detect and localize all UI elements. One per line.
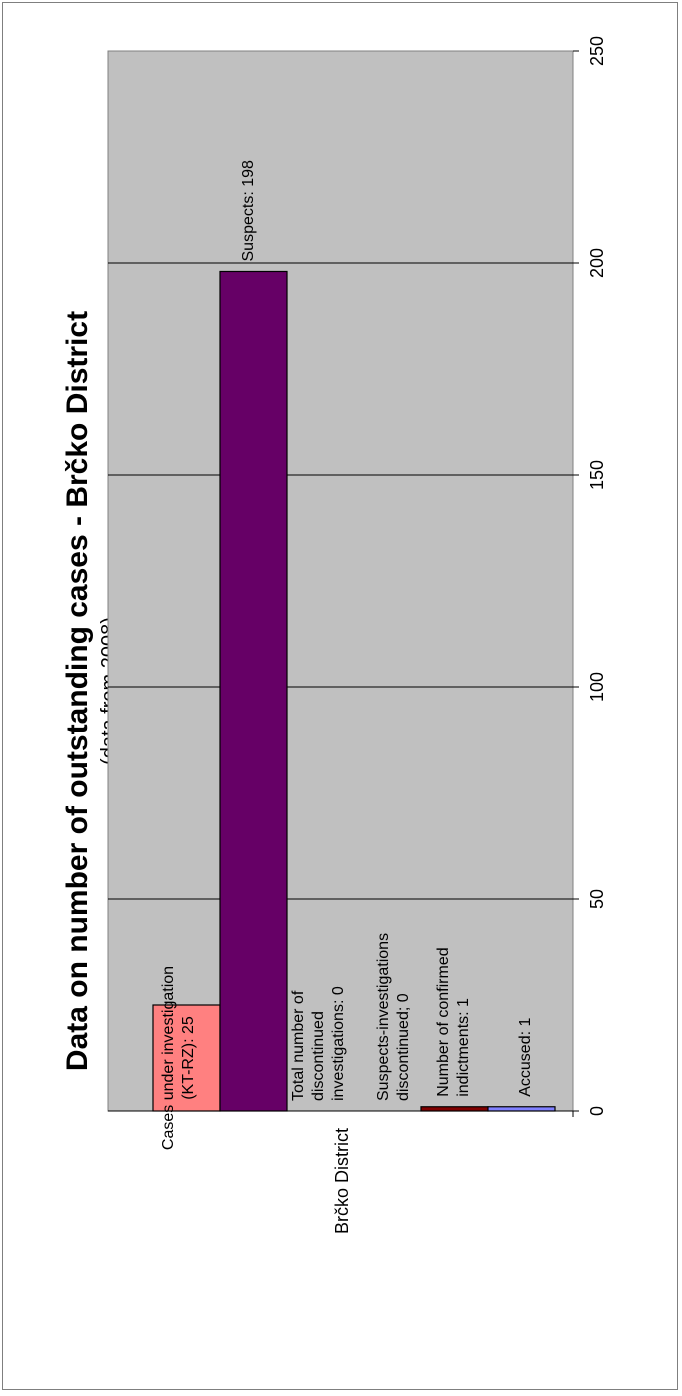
category-label: Brčko District <box>332 1128 352 1234</box>
data-label: Suspects-investigations discontinued; 0 <box>375 933 412 1101</box>
bar[interactable] <box>420 1106 489 1112</box>
data-label-line: Cases under investigation <box>160 966 177 1150</box>
tick-label: 0 <box>587 1106 607 1116</box>
tick-label: 100 <box>587 672 607 702</box>
data-label-line: Number of confirmed <box>435 947 452 1096</box>
tick-label: 50 <box>587 889 607 909</box>
data-label-line: Suspects: 198 <box>240 160 257 262</box>
chart-title: Data on number of outstanding cases - Br… <box>61 311 94 1071</box>
data-label-line: indictments: 1 <box>455 998 472 1097</box>
data-label-line: Accused: 1 <box>517 1018 534 1097</box>
data-label-line: Total number of <box>290 990 307 1101</box>
data-label: Cases under investigation (KT-RZ): 25 <box>160 966 197 1150</box>
bar[interactable] <box>219 270 288 1112</box>
data-label-line: Suspects-investigations <box>375 933 392 1101</box>
data-label-line: discontinued; 0 <box>395 993 412 1101</box>
chart-canvas: Data on number of outstanding cases - Br… <box>61 36 607 1234</box>
data-label: Total number of discontinued investigation… <box>290 986 347 1101</box>
tick-label: 150 <box>587 460 607 490</box>
data-label: Suspects: 198 <box>240 160 257 262</box>
tick-label: 200 <box>587 248 607 278</box>
data-label: Accused: 1 <box>517 1018 534 1097</box>
data-label-line: (KT-RZ): 25 <box>180 1016 197 1100</box>
tick-label: 250 <box>587 36 607 66</box>
data-label-line: discontinued <box>310 1011 327 1101</box>
bar[interactable] <box>487 1106 556 1112</box>
data-label-line: investigations: 0 <box>330 986 347 1101</box>
plot-background <box>107 50 574 1112</box>
plot-area: 0 50 100 150 200 250 Brčko District Cases under… <box>107 36 607 1234</box>
data-label: Number of confirmed indictments: 1 <box>435 947 472 1096</box>
